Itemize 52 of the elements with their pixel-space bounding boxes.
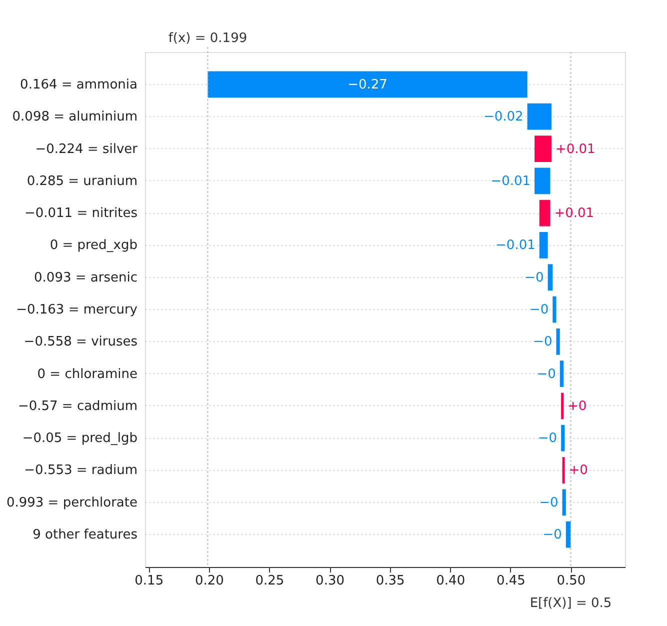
bar	[552, 296, 556, 323]
y-tick-label: 0.285 = uranium	[26, 174, 138, 189]
bar	[539, 232, 548, 258]
data-label: −0.02	[483, 110, 524, 125]
data-label: +0	[568, 463, 588, 478]
y-tick-label: −0.558 = viruses	[24, 334, 138, 350]
data-label: −0	[529, 302, 549, 318]
bar	[562, 489, 566, 516]
y-tick-label: −0.224 = silver	[35, 142, 138, 157]
bar	[208, 71, 528, 98]
bar	[556, 328, 560, 355]
ref-line-label: E[f(X)] = 0.5	[530, 596, 612, 611]
x-tick-label: 0.20	[194, 574, 224, 588]
data-label: +0.01	[555, 142, 596, 157]
ref-line-label: f(x) = 0.199	[168, 31, 248, 46]
y-tick-label: 0.993 = perchlorate	[6, 495, 138, 510]
data-label: −0	[536, 366, 556, 382]
x-tick-label: 0.25	[255, 574, 284, 588]
data-label: −0	[524, 270, 544, 286]
y-tick-label: 0.093 = arsenic	[34, 270, 138, 286]
x-tick-label: 0.15	[134, 574, 164, 588]
y-tick-label: −0.05 = pred_lgb	[22, 431, 138, 446]
data-label: −0.01	[490, 174, 531, 189]
data-label: −0	[542, 528, 562, 543]
bar	[548, 264, 553, 291]
y-tick-label: 0 = chloramine	[37, 366, 138, 382]
x-tick-label: 0.45	[496, 574, 526, 588]
y-tick-label: 9 other features	[32, 528, 138, 543]
data-label: −0	[539, 495, 558, 510]
y-tick-label: 0.164 = ammonia	[20, 77, 138, 92]
bar	[561, 424, 565, 452]
bar	[539, 200, 550, 226]
data-label: −0.01	[496, 238, 536, 254]
bar	[527, 103, 552, 130]
data-label: −0	[538, 431, 558, 446]
data-label: +0	[567, 398, 587, 414]
x-tick-label: 0.30	[316, 574, 344, 588]
data-label: −0.27	[348, 77, 388, 92]
y-tick-label: 0.098 = aluminium	[12, 110, 138, 125]
y-tick-label: −0.011 = nitrites	[24, 206, 138, 222]
data-label: −0	[533, 334, 552, 350]
data-label: +0.01	[554, 206, 594, 222]
bar	[534, 136, 552, 162]
y-tick-label: −0.57 = cadmium	[18, 398, 138, 414]
x-tick-label: 0.35	[376, 574, 405, 588]
y-tick-label: −0.553 = radium	[24, 463, 138, 478]
y-tick-label: −0.163 = mercury	[16, 302, 138, 318]
x-tick-label: 0.50	[556, 574, 586, 588]
bar	[534, 168, 550, 194]
x-tick-label: 0.40	[436, 574, 466, 588]
bar	[560, 360, 564, 387]
y-tick-label: 0 = pred_xgb	[50, 238, 138, 254]
